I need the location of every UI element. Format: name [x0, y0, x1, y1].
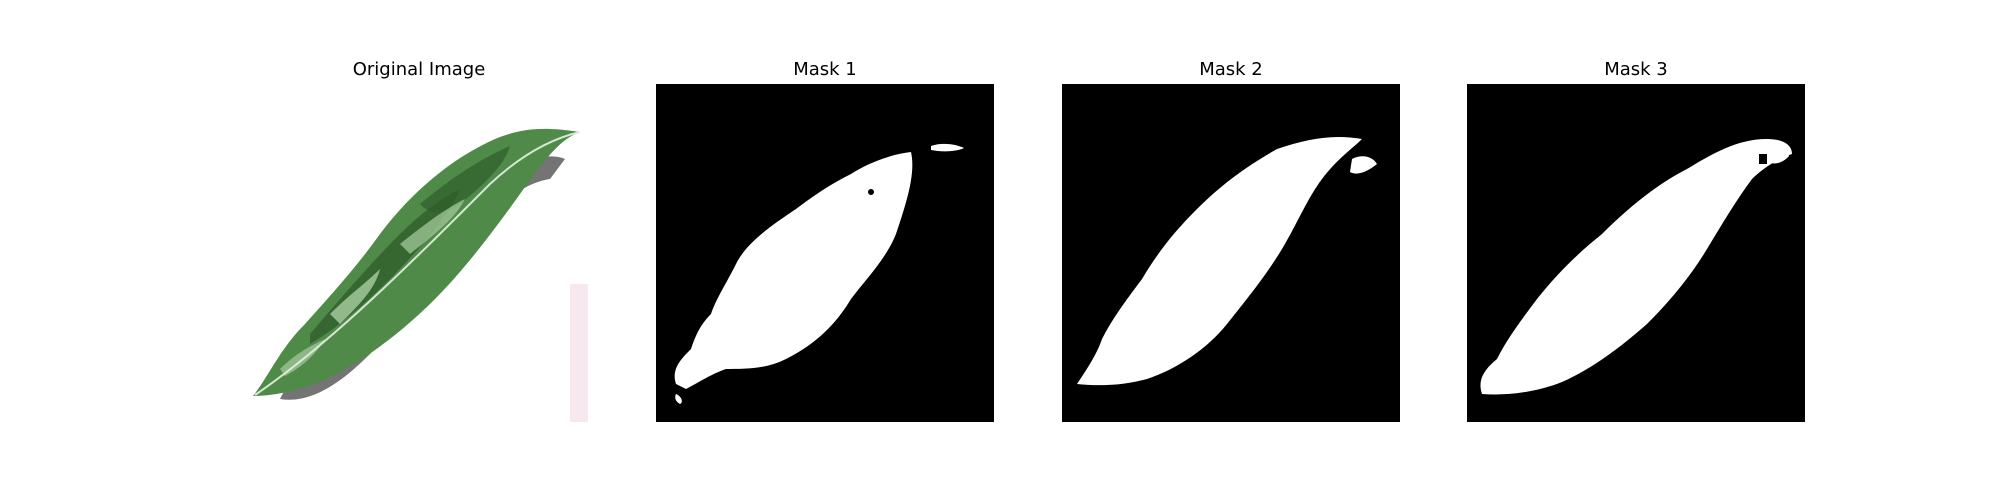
- mask-1-image: [656, 84, 994, 422]
- panel-title: Mask 1: [793, 59, 857, 80]
- mask-2-image: [1062, 84, 1400, 422]
- panel-title: Mask 3: [1604, 59, 1668, 80]
- panel-title: Mask 2: [1199, 59, 1263, 80]
- panel-title: Original Image: [352, 59, 486, 80]
- mask-3-image: [1467, 84, 1805, 422]
- original-leaf-image: [250, 84, 588, 422]
